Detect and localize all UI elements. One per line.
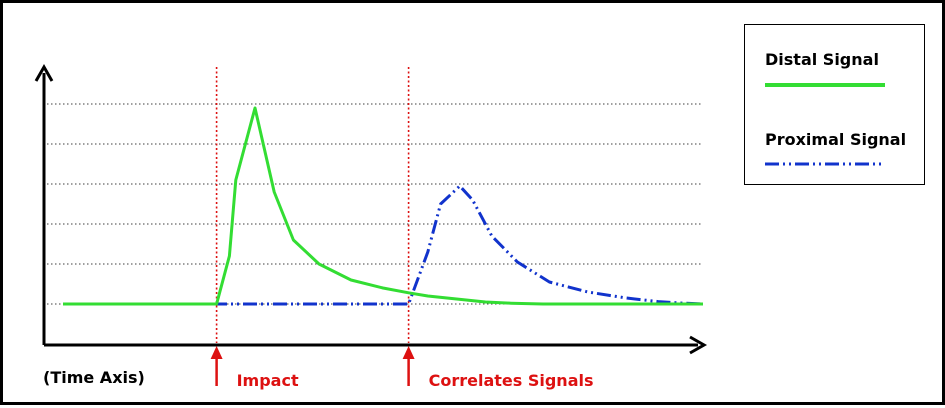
x-axis-label: (Time Axis) [43, 368, 145, 387]
legend-swatch-proximal [765, 162, 885, 166]
marker-labels: Impact Correlates Signals [210, 346, 594, 390]
legend-label-distal: Distal Signal [765, 50, 879, 69]
x-axis-arrowhead [689, 335, 708, 355]
legend-swatch-distal [765, 83, 885, 87]
series-group [63, 106, 704, 306]
marker-arrowhead-0 [210, 346, 223, 359]
line-chart: Impact Correlates Signals [34, 63, 708, 390]
series-line-proximal [63, 184, 704, 306]
series-line-distal [63, 106, 703, 306]
marker-arrowhead-1 [402, 346, 415, 359]
marker-label-0: Impact [237, 371, 299, 390]
gridlines [47, 103, 703, 305]
legend-label-proximal: Proximal Signal [765, 130, 907, 149]
y-axis-arrowhead [34, 63, 54, 82]
axes [34, 63, 708, 355]
event-markers [215, 67, 410, 343]
legend: Distal Signal Proximal Signal [744, 24, 925, 185]
marker-label-1: Correlates Signals [429, 371, 594, 390]
